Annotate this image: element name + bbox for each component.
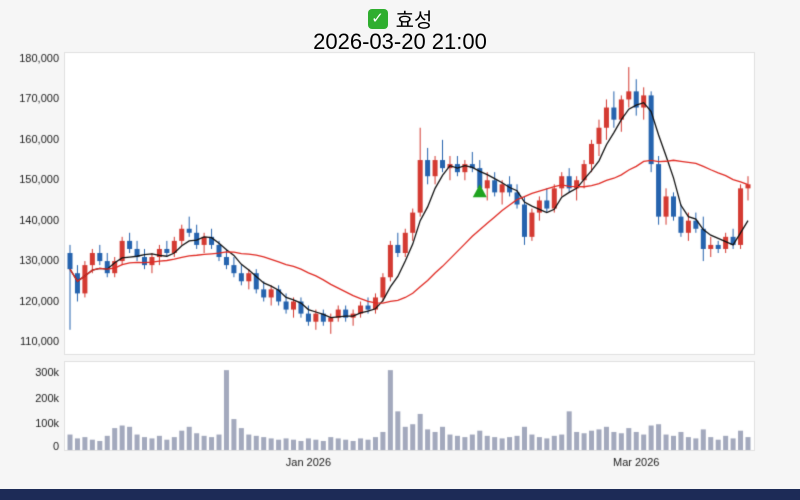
stock-name: 효성 [395,10,433,32]
datetime-title: 2026-03-20 21:00 [313,29,487,54]
chart-header: ✓ 효성 [0,4,800,33]
bottom-navy-bar [0,489,800,500]
checkbox-icon: ✓ [367,8,388,29]
